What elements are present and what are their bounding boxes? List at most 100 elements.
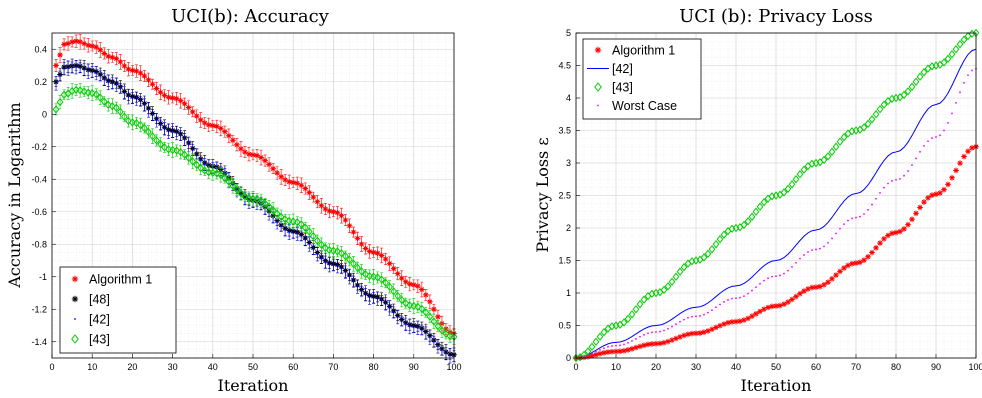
data-point	[700, 253, 708, 262]
y-tick-label: -1	[39, 272, 47, 282]
data-point	[350, 229, 357, 235]
data-point	[222, 128, 228, 135]
data-point	[877, 240, 883, 246]
data-point	[669, 337, 675, 343]
data-point	[792, 175, 800, 184]
data-point	[716, 235, 724, 244]
x-tick-label: 50	[248, 362, 258, 372]
data-point	[111, 82, 114, 85]
data-point	[791, 265, 793, 268]
data-point	[635, 337, 637, 340]
error-bar	[331, 243, 335, 259]
data-point	[840, 132, 848, 142]
y-tick-label: 2.5	[558, 191, 571, 201]
data-point	[431, 306, 437, 313]
data-point	[340, 267, 343, 270]
data-point	[668, 277, 676, 286]
data-point	[943, 129, 945, 132]
y-tick-label: -0.6	[31, 207, 47, 217]
data-point	[364, 293, 367, 296]
data-point	[173, 146, 180, 155]
data-point	[597, 350, 603, 357]
data-point	[83, 68, 86, 71]
data-point	[131, 97, 134, 99]
data-point	[765, 304, 771, 311]
x-tick-label: 10	[87, 362, 97, 372]
legend-label: Worst Case	[612, 99, 677, 113]
data-point	[969, 145, 975, 151]
y-axis-label: Privacy Loss ε	[533, 137, 552, 252]
data-point	[394, 270, 401, 277]
error-bar	[159, 137, 163, 152]
data-point	[378, 275, 386, 284]
error-bar	[211, 165, 215, 181]
data-point	[601, 350, 607, 356]
error-bar	[138, 117, 142, 133]
data-point	[67, 67, 69, 70]
data-point	[755, 286, 757, 289]
data-point	[107, 81, 110, 84]
data-point	[423, 292, 429, 298]
data-point	[330, 208, 337, 215]
y-axis-label: Accuracy in Logarithm	[5, 102, 24, 288]
data-point	[781, 301, 787, 307]
error-bar	[179, 145, 183, 160]
data-point	[411, 282, 417, 288]
data-point	[185, 153, 193, 163]
data-point	[849, 260, 855, 267]
data-point	[390, 287, 398, 296]
error-bar	[412, 298, 416, 314]
data-point	[853, 260, 859, 266]
data-point	[655, 331, 657, 333]
error-bar	[279, 209, 283, 224]
data-point	[605, 349, 611, 355]
data-point	[269, 205, 277, 215]
data-point	[905, 221, 911, 228]
data-point	[867, 208, 869, 211]
data-point	[887, 182, 889, 185]
data-point	[691, 315, 693, 318]
data-point	[645, 341, 651, 348]
data-point	[101, 50, 108, 57]
data-point	[171, 131, 174, 134]
data-point	[442, 329, 450, 339]
legend-swatch	[597, 104, 599, 107]
data-point	[827, 241, 829, 244]
y-tick-label: -1.4	[31, 337, 47, 347]
data-point	[328, 263, 331, 266]
data-point	[769, 303, 775, 310]
data-point	[665, 338, 671, 345]
data-point	[632, 305, 640, 314]
data-point	[370, 272, 377, 281]
data-point	[715, 306, 717, 309]
data-point	[916, 72, 924, 81]
data-point	[911, 164, 913, 166]
error-bar	[251, 191, 255, 207]
data-point	[751, 289, 753, 292]
error-bar	[352, 256, 355, 272]
data-point	[80, 87, 88, 96]
data-point	[945, 181, 951, 188]
data-point	[388, 307, 391, 309]
data-point	[815, 248, 817, 251]
data-point	[382, 256, 389, 262]
data-point	[427, 298, 433, 305]
data-point	[760, 197, 768, 207]
data-point	[701, 329, 707, 335]
data-point	[113, 55, 120, 62]
data-point	[286, 179, 292, 185]
data-point	[189, 157, 197, 166]
data-point	[274, 170, 280, 176]
error-bar	[291, 213, 295, 230]
data-point	[422, 308, 430, 317]
data-point	[820, 155, 828, 165]
data-point	[841, 265, 847, 271]
data-point	[672, 272, 680, 281]
data-point	[209, 168, 217, 177]
data-point	[893, 229, 899, 236]
data-point	[879, 192, 881, 194]
data-point	[653, 340, 659, 347]
x-tick-label: 100	[968, 362, 982, 372]
data-point	[55, 82, 57, 85]
data-point	[408, 325, 411, 328]
